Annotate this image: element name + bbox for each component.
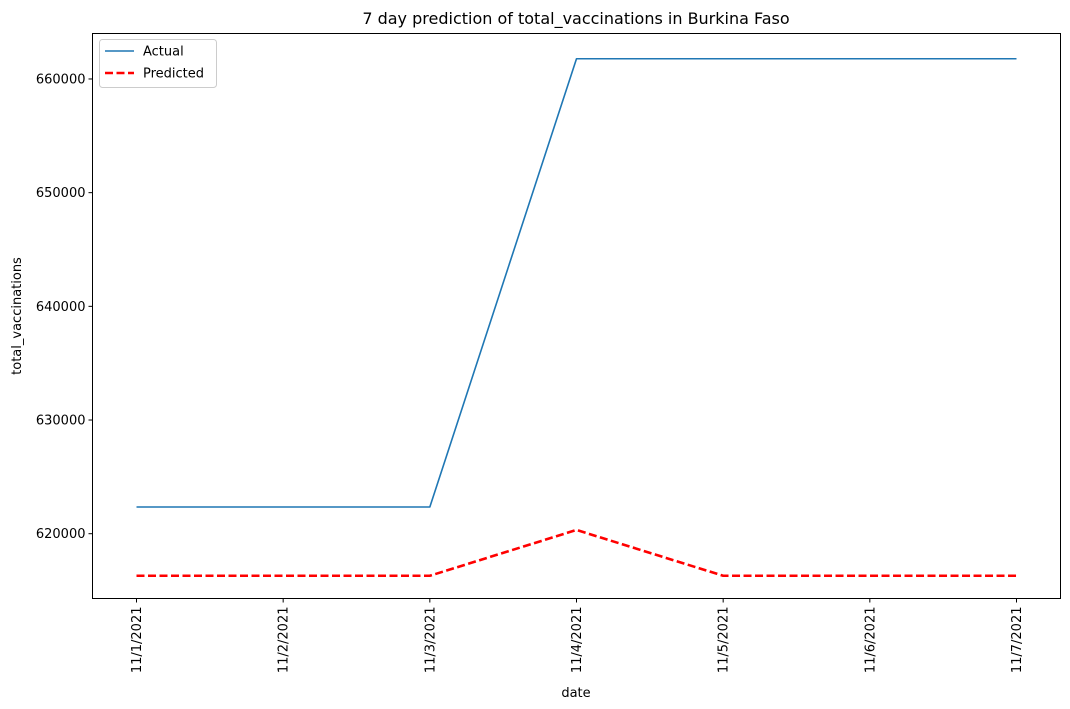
y-tick-label: 650000 [36,186,86,201]
series-line-actual [136,57,1017,508]
x-axis-label: date [561,686,590,701]
x-tick-label: 11/3/2021 [423,607,438,674]
series-layer [136,57,1017,578]
x-tick-label: 11/4/2021 [570,607,585,674]
x-tick-label: 11/1/2021 [130,607,145,674]
legend-label-predicted: Predicted [143,67,204,82]
y-tick-label: 640000 [36,300,86,315]
chart-title: 7 day prediction of total_vaccinations i… [362,9,789,29]
y-tick-label: 620000 [36,527,86,542]
x-axis-ticks: 11/1/2021 11/2/2021 11/3/2021 11/4/2021 11/5… [130,598,1025,674]
y-tick-label: 660000 [36,72,86,87]
y-axis-label: total_vaccinations [10,257,25,375]
legend-label-actual: Actual [143,45,184,60]
x-tick-label: 11/2/2021 [277,607,292,674]
y-tick-label: 630000 [36,414,86,429]
x-tick-label: 11/7/2021 [1010,607,1025,674]
legend: Actual Predicted [99,39,217,88]
x-tick-label: 11/6/2021 [863,607,878,674]
x-tick-label: 11/5/2021 [717,607,732,674]
y-axis-ticks: 620000 630000 640000 650000 660000 [36,72,93,542]
